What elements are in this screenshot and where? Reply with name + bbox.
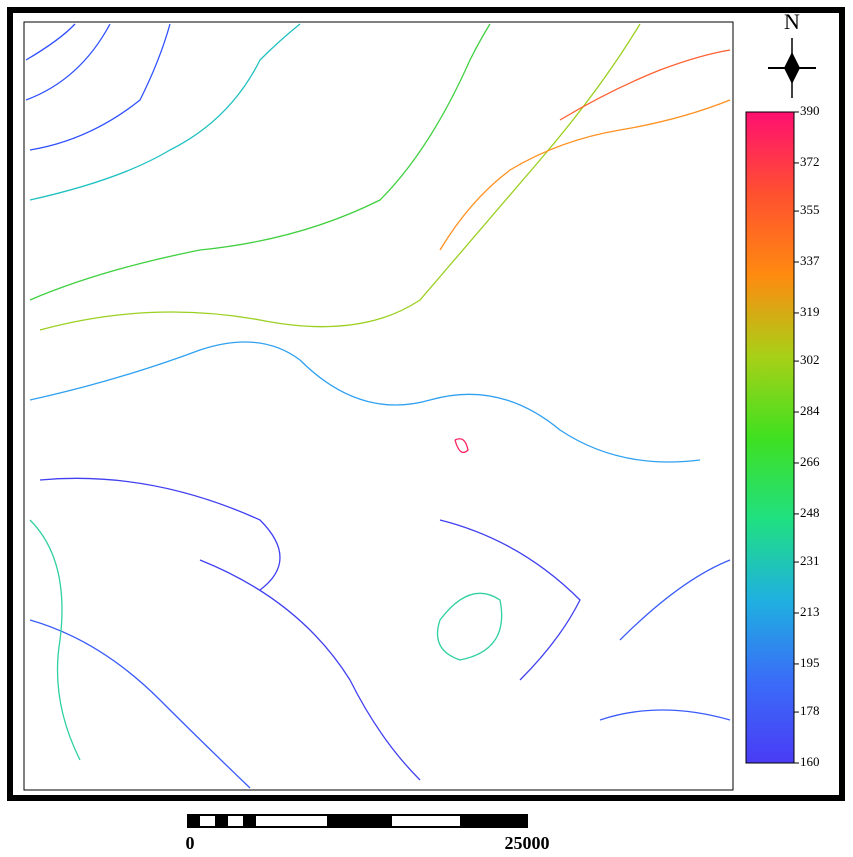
colorbar-tick-label: 319: [800, 304, 820, 319]
colorbar-tick-label: 266: [800, 454, 820, 469]
scale-bar: [187, 814, 528, 828]
north-arrow: [768, 38, 816, 98]
colorbar-tick-label: 390: [800, 103, 820, 118]
scale-block: [188, 815, 200, 827]
scale-label: 0: [186, 833, 195, 853]
scale-block: [327, 815, 392, 827]
colorbar-tick-label: 284: [800, 403, 820, 418]
contour-line: [39, 23, 641, 331]
contour-line: [25, 23, 171, 151]
colorbar-tick-label: 302: [800, 352, 820, 367]
contour-line: [454, 438, 469, 454]
scale-block: [460, 815, 527, 827]
colorbar-tick-label: 248: [800, 505, 820, 520]
north-label: N: [784, 9, 800, 34]
contour-line: [39, 477, 581, 781]
colorbar: [745, 111, 795, 764]
map-frame: [23, 21, 734, 791]
colorbar-tick-label: 355: [800, 202, 820, 217]
north-arrow-head: [784, 52, 800, 84]
contour-line: [29, 23, 491, 301]
colorbar-tick-label: 213: [800, 604, 820, 619]
colorbar-tick-label: 178: [800, 703, 820, 718]
contour-line: [29, 341, 701, 463]
contour-line: [29, 559, 731, 789]
scale-block: [215, 815, 228, 827]
contour-line: [439, 99, 731, 251]
contours: [25, 23, 731, 789]
scale-label: 25000: [505, 833, 550, 853]
scale-block: [243, 815, 256, 827]
contour-line: [559, 49, 731, 121]
colorbar-tick-label: 337: [800, 253, 820, 268]
contour-line: [29, 23, 301, 201]
colorbar-tick-label: 195: [800, 655, 820, 670]
colorbar-tick-label: 231: [800, 553, 820, 568]
colorbar-tick-label: 160: [800, 754, 820, 769]
contour-line: [29, 519, 503, 761]
colorbar-tick-label: 372: [800, 154, 820, 169]
